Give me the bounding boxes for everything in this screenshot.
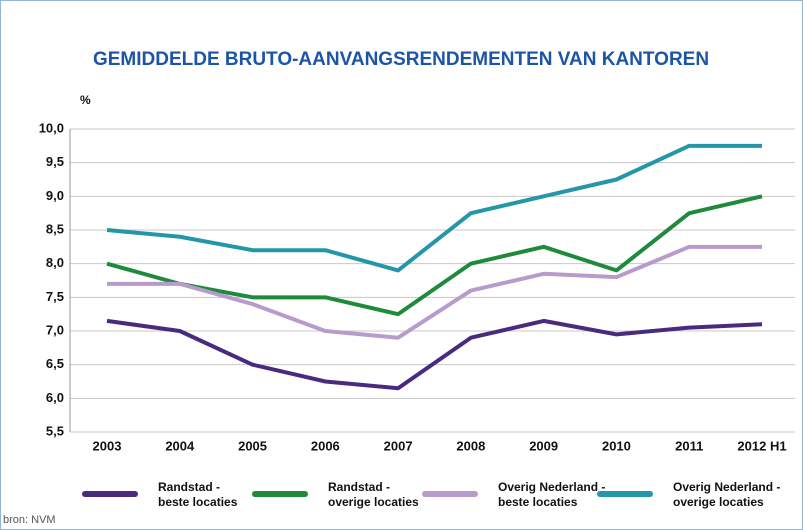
source: bron: NVM (3, 514, 56, 526)
y-tick-label: 9,0 (46, 188, 64, 203)
x-tick-label: 2012 H1 (737, 438, 786, 453)
y-tick-label: 8,5 (46, 221, 64, 236)
legend-label: Randstad - overige locaties (328, 480, 419, 509)
x-tick-label: 2004 (165, 438, 195, 453)
y-tick-label: 5,5 (46, 423, 64, 438)
x-tick-label: 2006 (311, 438, 340, 453)
x-tick-label: 2003 (93, 438, 122, 453)
series-line (106, 143, 762, 273)
y-axis-label: % (80, 93, 91, 107)
y-tick-label: 9,5 (46, 154, 64, 169)
chart-title: GEMIDDELDE BRUTO-AANVANGSRENDEMENTEN VAN… (93, 49, 709, 70)
x-tick-label: 2011 (675, 438, 703, 453)
y-tick-label: 7,0 (46, 322, 64, 337)
y-tick-label: 10,0 (39, 120, 64, 135)
x-tick-label: 2010 (602, 438, 631, 453)
x-tick-label: 2008 (456, 438, 485, 453)
x-tick-label: 2005 (238, 438, 267, 453)
x-tick-label: 2009 (529, 438, 558, 453)
y-tick-label: 8,0 (46, 255, 64, 270)
legend-label: Randstad - beste locaties (158, 480, 238, 509)
x-tick-label: 2007 (384, 438, 413, 453)
legend-label: Overig Nederland - overige locaties (673, 480, 781, 509)
legend-label: Overig Nederland - beste locaties (498, 480, 606, 509)
y-tick-label: 6,0 (46, 390, 64, 405)
y-tick-label: 6,5 (46, 356, 64, 371)
series-line (106, 194, 763, 317)
series-line (107, 244, 762, 340)
series-line (106, 318, 763, 391)
y-tick-label: 7,5 (46, 289, 64, 304)
